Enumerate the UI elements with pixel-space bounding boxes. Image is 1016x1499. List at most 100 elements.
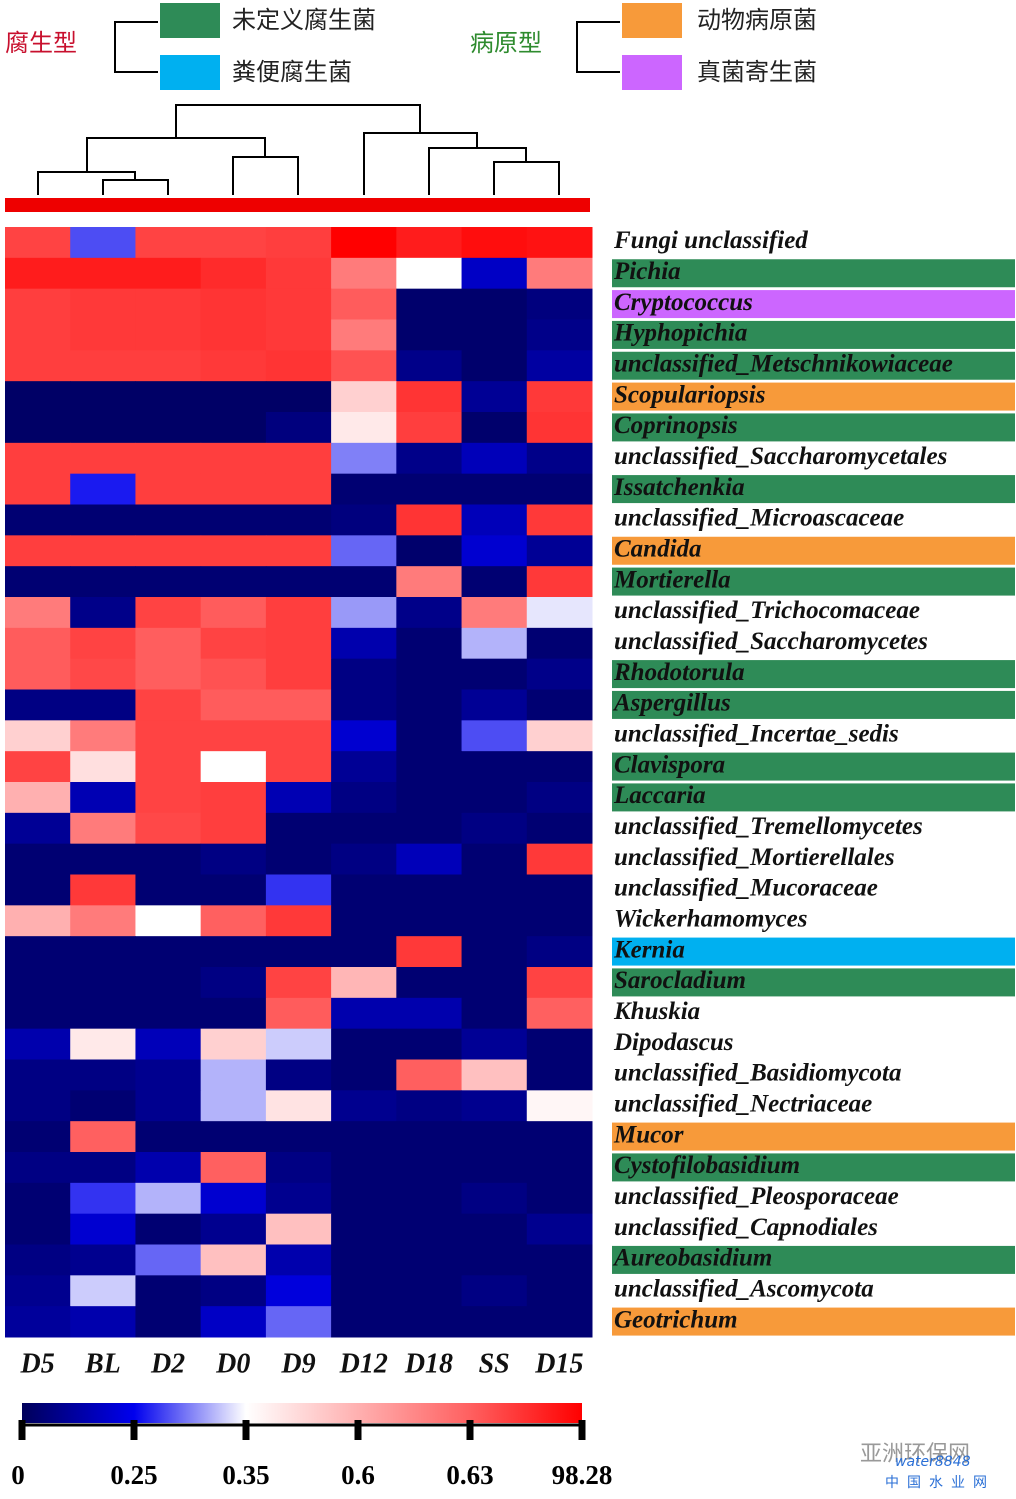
heatmap-cell [5, 1275, 71, 1307]
heatmap-cell [200, 997, 267, 1030]
heatmap-cell [396, 1182, 463, 1215]
heatmap-cell [70, 412, 136, 444]
heatmap-cell [70, 1213, 136, 1245]
heatmap-cell [265, 997, 332, 1030]
heatmap-cell [265, 1028, 332, 1060]
heatmap-cell [200, 658, 267, 690]
heatmap-cell [135, 782, 202, 814]
heatmap-cell [135, 227, 202, 259]
heatmap-cell [70, 874, 136, 906]
heatmap-cell [200, 967, 267, 999]
heatmap-cell [135, 350, 202, 382]
row-label: Scopulariopsis [614, 381, 765, 408]
row-label: Aureobasidium [612, 1245, 772, 1272]
heatmap-cell [70, 1121, 136, 1153]
column-label: D15 [534, 1348, 583, 1379]
heatmap-cell [396, 257, 463, 290]
heatmap-cell [200, 473, 267, 505]
row-label: Kernia [613, 936, 685, 963]
heatmap-cell [265, 288, 332, 320]
heatmap-cell [135, 1090, 202, 1122]
heatmap-cell [265, 1275, 332, 1307]
heatmap-cell [265, 227, 332, 259]
row-label: Rhodotorula [613, 659, 745, 686]
heatmap-cell [526, 751, 593, 783]
heatmap-cell [461, 1306, 528, 1338]
heatmap-cell [70, 720, 136, 752]
row-label: Candida [614, 535, 702, 562]
heatmap-cell [5, 350, 71, 382]
legend-swatch [160, 55, 220, 90]
heatmap-cell [5, 627, 71, 660]
heatmap-cell [200, 381, 267, 413]
heatmap-cell [135, 1121, 202, 1153]
heatmap-cell [265, 782, 332, 814]
watermark: water8848 [895, 1454, 971, 1470]
heatmap-cell [5, 1090, 71, 1122]
colorbar-tick-label: 0.63 [446, 1460, 493, 1490]
column-label: D12 [339, 1348, 388, 1379]
heatmap-cell [200, 843, 267, 875]
heatmap-cell [331, 658, 397, 690]
heatmap-cell [265, 597, 332, 629]
heatmap-cell [526, 689, 593, 721]
heatmap-cell [331, 936, 397, 968]
heatmap-cell [70, 1028, 136, 1060]
heatmap-cell [200, 412, 267, 444]
heatmap-cell [70, 473, 136, 505]
dendrogram [37, 104, 560, 195]
heatmap-cell [526, 319, 593, 351]
row-label: unclassified_Basidiomycota [614, 1060, 902, 1087]
heatmap-cell [461, 751, 528, 783]
row-label-highlight [612, 567, 1015, 596]
heatmap-cell [135, 689, 202, 721]
heatmap-cell [396, 874, 463, 906]
heatmap-cell [526, 997, 593, 1030]
heatmap-cell [461, 997, 528, 1030]
heatmap-cell [135, 381, 202, 413]
row-label: Clavispora [614, 751, 725, 778]
heatmap-cell [265, 1152, 332, 1184]
heatmap-cell [200, 1182, 267, 1215]
row-label-highlight [612, 937, 1015, 966]
row-label: Laccaria [613, 782, 706, 809]
heatmap-cell [135, 1028, 202, 1060]
heatmap-cell [526, 257, 593, 290]
heatmap-cell [135, 319, 202, 351]
row-label: unclassified_Nectriaceae [614, 1090, 872, 1117]
heatmap-cell [135, 1182, 202, 1215]
heatmap-cell [396, 227, 463, 259]
heatmap-cell [265, 720, 332, 752]
heatmap-cell [5, 319, 71, 351]
heatmap-cell [265, 812, 332, 845]
heatmap-cell [526, 597, 593, 629]
heatmap-cell [265, 905, 332, 937]
heatmap-cell [200, 350, 267, 382]
heatmap-cell [265, 1213, 332, 1245]
row-label: Geotrichum [614, 1306, 738, 1333]
heatmap-cell [396, 1275, 463, 1307]
column-label: BL [84, 1348, 121, 1379]
heatmap-cell [331, 905, 397, 937]
heatmap-cell [461, 381, 528, 413]
column-label: D5 [19, 1348, 54, 1379]
row-label-highlight [612, 660, 1015, 689]
heatmap-cell [461, 1090, 528, 1122]
heatmap-cell [265, 381, 332, 413]
heatmap-cell [461, 597, 528, 629]
row-label: Cryptococcus [614, 289, 753, 316]
heatmap-cell [5, 843, 71, 875]
heatmap-cell [200, 627, 267, 660]
heatmap-cell [461, 473, 528, 505]
heatmap-cell [70, 689, 136, 721]
heatmap-cell [265, 535, 332, 567]
heatmap-cell [200, 1028, 267, 1060]
heatmap-cell [331, 473, 397, 505]
heatmap-cell [200, 1090, 267, 1122]
column-label: SS [479, 1348, 510, 1379]
row-label: unclassified_Trichocomaceae [614, 597, 920, 624]
heatmap-cell [461, 720, 528, 752]
heatmap-cell [526, 535, 593, 567]
row-label-highlight [612, 320, 1015, 349]
heatmap-cell [461, 843, 528, 875]
